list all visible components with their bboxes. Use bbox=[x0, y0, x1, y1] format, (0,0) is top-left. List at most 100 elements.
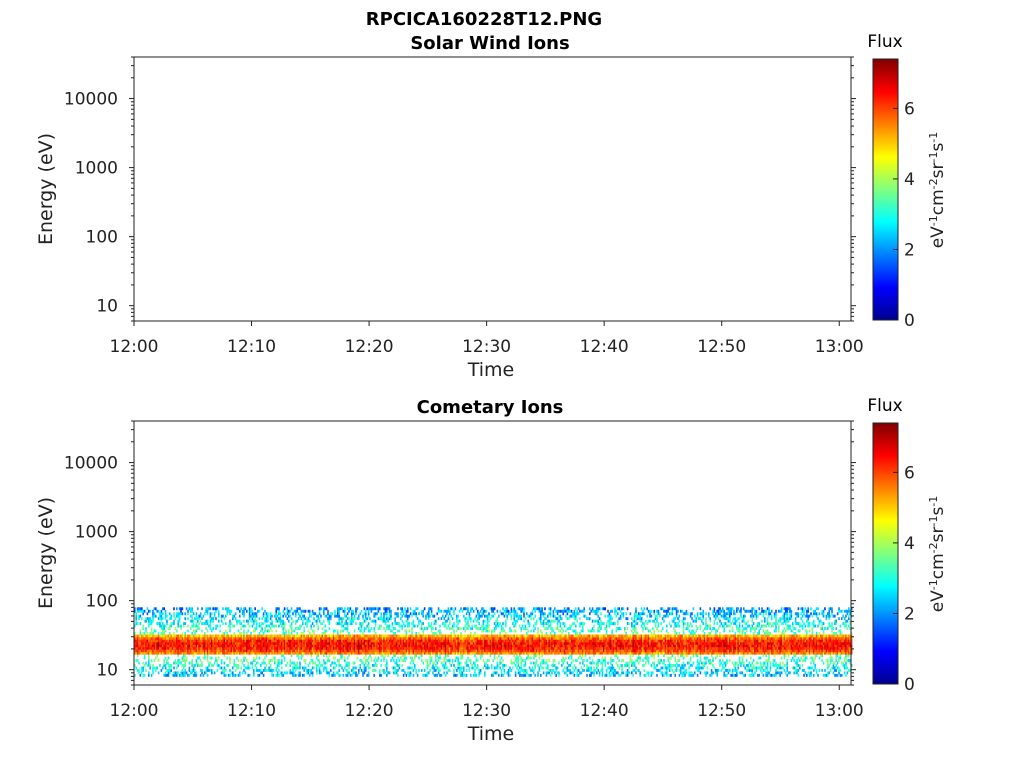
heatmap-cell bbox=[430, 644, 433, 648]
heatmap-cell bbox=[332, 661, 335, 665]
heatmap-cell bbox=[160, 619, 163, 623]
heatmap-cell bbox=[570, 614, 573, 618]
heatmap-cell bbox=[491, 609, 493, 613]
heatmap-cell bbox=[167, 634, 170, 638]
heatmap-cell bbox=[306, 644, 308, 648]
heatmap-cell bbox=[552, 664, 555, 667]
heatmap-cell bbox=[531, 641, 534, 645]
heatmap-cell bbox=[493, 654, 496, 658]
heatmap-cell bbox=[299, 607, 301, 611]
heatmap-cell bbox=[540, 639, 542, 643]
heatmap-cell bbox=[156, 654, 158, 658]
heatmap-cell bbox=[514, 634, 517, 638]
heatmap-cell bbox=[498, 614, 500, 618]
heatmap-cell bbox=[538, 617, 541, 621]
heatmap-cell bbox=[416, 634, 419, 638]
heatmap-cell bbox=[390, 636, 392, 640]
heatmap-cell bbox=[233, 649, 235, 653]
heatmap-cell bbox=[388, 609, 391, 613]
heatmap-cell bbox=[380, 636, 382, 640]
heatmap-cell bbox=[482, 629, 485, 633]
heatmap-cell bbox=[281, 666, 283, 670]
heatmap-cell bbox=[146, 632, 149, 635]
heatmap-cell bbox=[425, 634, 427, 638]
heatmap-cell bbox=[507, 673, 510, 677]
heatmap-cell bbox=[437, 669, 440, 672]
heatmap-cell bbox=[269, 639, 272, 643]
heatmap-cell bbox=[363, 651, 366, 655]
heatmap-cell bbox=[162, 666, 164, 670]
heatmap-cell bbox=[153, 614, 156, 618]
heatmap-cell bbox=[209, 639, 212, 643]
heatmap-cell bbox=[334, 656, 336, 660]
heatmap-cell bbox=[482, 639, 485, 643]
heatmap-cell bbox=[464, 649, 466, 653]
heatmap-cell bbox=[369, 654, 371, 658]
heatmap-cell bbox=[568, 664, 570, 667]
heatmap-cell bbox=[184, 654, 186, 658]
heatmap-cell bbox=[327, 612, 329, 616]
heatmap-cell bbox=[309, 619, 311, 623]
heatmap-cell bbox=[556, 612, 559, 616]
heatmap-cell bbox=[234, 664, 237, 667]
heatmap-cell bbox=[422, 629, 424, 633]
heatmap-cell bbox=[423, 651, 426, 655]
heatmap-cell bbox=[363, 664, 366, 667]
heatmap-cell bbox=[194, 649, 196, 653]
heatmap-cell bbox=[349, 607, 352, 611]
heatmap-cell bbox=[482, 636, 485, 640]
heatmap-cell bbox=[428, 649, 430, 653]
heatmap-cell bbox=[272, 644, 275, 648]
heatmap-cell bbox=[538, 641, 541, 645]
heatmap-cell bbox=[171, 649, 174, 653]
heatmap-cell bbox=[335, 646, 338, 650]
heatmap-cell bbox=[404, 624, 406, 628]
heatmap-cell bbox=[404, 671, 406, 675]
heatmap-cell bbox=[485, 634, 487, 638]
heatmap-cell bbox=[405, 629, 408, 633]
heatmap-cell bbox=[545, 636, 548, 640]
heatmap-cell bbox=[279, 641, 282, 645]
heatmap-cell bbox=[359, 622, 361, 625]
heatmap-cell bbox=[397, 673, 399, 677]
heatmap-cell bbox=[307, 634, 310, 638]
heatmap-cell bbox=[216, 649, 219, 653]
heatmap-cell bbox=[310, 646, 312, 650]
heatmap-cell bbox=[344, 634, 346, 638]
heatmap-cell bbox=[395, 644, 398, 648]
heatmap-cell bbox=[243, 641, 245, 645]
heatmap-cell bbox=[160, 644, 163, 648]
heatmap-cell bbox=[349, 651, 352, 655]
heatmap-cell bbox=[265, 614, 268, 618]
heatmap-cell bbox=[237, 629, 240, 633]
heatmap-cell bbox=[275, 624, 277, 628]
heatmap-cell bbox=[475, 619, 478, 623]
heatmap-cell bbox=[492, 609, 494, 613]
heatmap-cell bbox=[332, 666, 335, 670]
heatmap-cell bbox=[499, 649, 501, 653]
heatmap-cell bbox=[520, 639, 522, 643]
heatmap-cell bbox=[458, 644, 461, 648]
heatmap-cell bbox=[527, 614, 529, 618]
heatmap-cell bbox=[341, 639, 343, 643]
heatmap-cell bbox=[135, 649, 137, 653]
heatmap-cell bbox=[527, 646, 529, 650]
heatmap-cell bbox=[401, 624, 403, 628]
heatmap-cell bbox=[345, 649, 347, 653]
heatmap-cell bbox=[514, 636, 517, 640]
heatmap-cell bbox=[388, 612, 391, 616]
heatmap-cell bbox=[542, 612, 545, 616]
heatmap-cell bbox=[219, 641, 221, 645]
heatmap-cell bbox=[573, 669, 576, 672]
heatmap-cell bbox=[384, 617, 387, 621]
heatmap-cell bbox=[369, 651, 371, 655]
heatmap-cell bbox=[201, 641, 203, 645]
heatmap-cell bbox=[342, 641, 345, 645]
heatmap-cell bbox=[299, 646, 301, 650]
heatmap-cell bbox=[453, 646, 455, 650]
heatmap-cell bbox=[204, 636, 206, 640]
heatmap-cell bbox=[566, 639, 569, 643]
heatmap-cell bbox=[358, 649, 360, 653]
heatmap-cell bbox=[451, 646, 454, 650]
heatmap-cell bbox=[351, 612, 353, 616]
